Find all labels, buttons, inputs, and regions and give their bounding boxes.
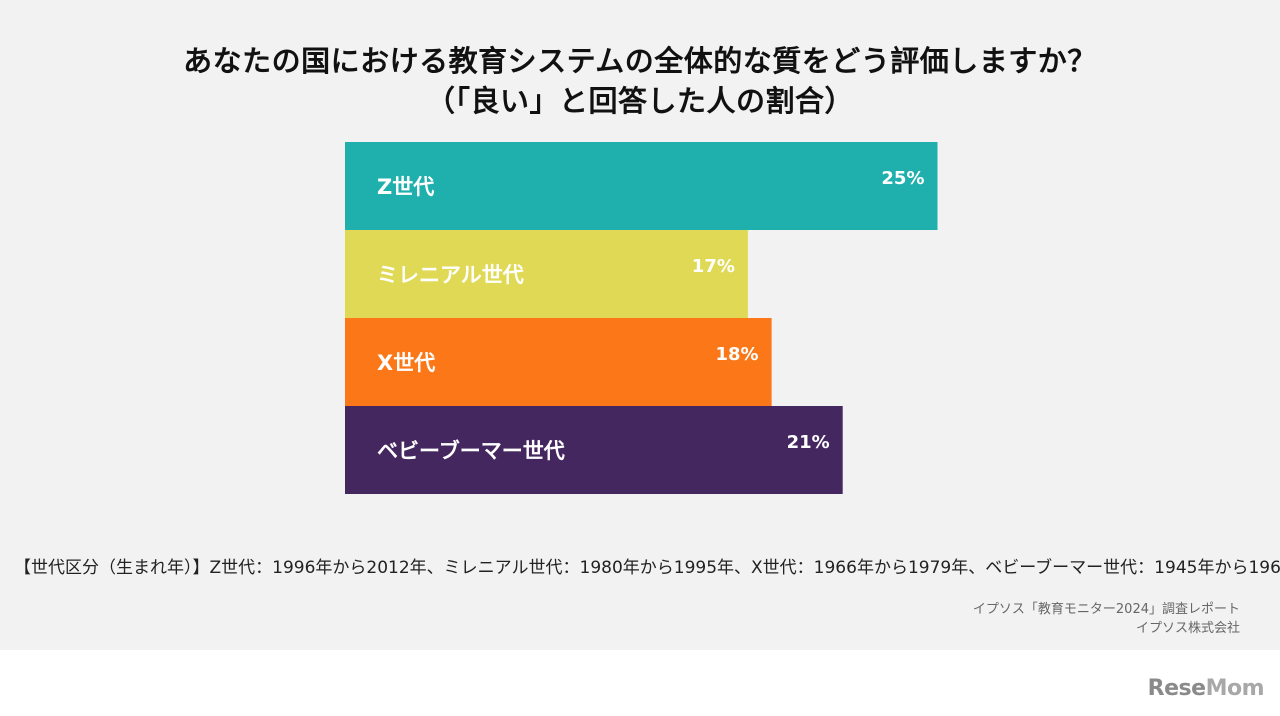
source-report-name: イプソス「教育モニター2024」調査レポート bbox=[972, 602, 1240, 617]
bar-3 bbox=[345, 318, 772, 406]
source-company: イプソス株式会社 bbox=[1135, 621, 1240, 636]
bar-1 bbox=[345, 142, 938, 230]
logo-rese: Rese bbox=[1147, 676, 1206, 701]
category-label-3: X世代 bbox=[377, 351, 435, 375]
chart-title: あなたの国における教育システムの全体的な質をどう評価しますか？ bbox=[183, 44, 1097, 78]
bar-4 bbox=[345, 406, 843, 494]
bar-chart: Z世代 25% ミレニアル世代 17% X世代 18% ベビーブーマー世代 21% bbox=[345, 142, 938, 494]
resemom-logo: ReseMom bbox=[1147, 676, 1265, 701]
value-label-3: 18% bbox=[716, 344, 759, 365]
value-label-1: 25% bbox=[881, 168, 924, 189]
bar-2 bbox=[345, 230, 748, 318]
chart-subtitle: （「良い」と回答した人の割合） bbox=[425, 84, 854, 118]
value-label-4: 21% bbox=[787, 432, 830, 453]
logo-mom: Mom bbox=[1205, 676, 1265, 701]
source-credit: イプソス「教育モニター2024」調査レポート イプソス株式会社 bbox=[973, 600, 1240, 638]
category-label-1: Z世代 bbox=[377, 175, 434, 199]
slide: あなたの国における教育システムの全体的な質をどう評価しますか？ （「良い」と回答… bbox=[0, 0, 1280, 650]
generation-definition-note: 【世代区分（生まれ年）】Z世代：1996年から2012年、ミレニアル世代：198… bbox=[14, 558, 1280, 578]
category-label-2: ミレニアル世代 bbox=[377, 263, 524, 287]
value-label-2: 17% bbox=[692, 256, 735, 277]
category-label-4: ベビーブーマー世代 bbox=[377, 439, 565, 463]
